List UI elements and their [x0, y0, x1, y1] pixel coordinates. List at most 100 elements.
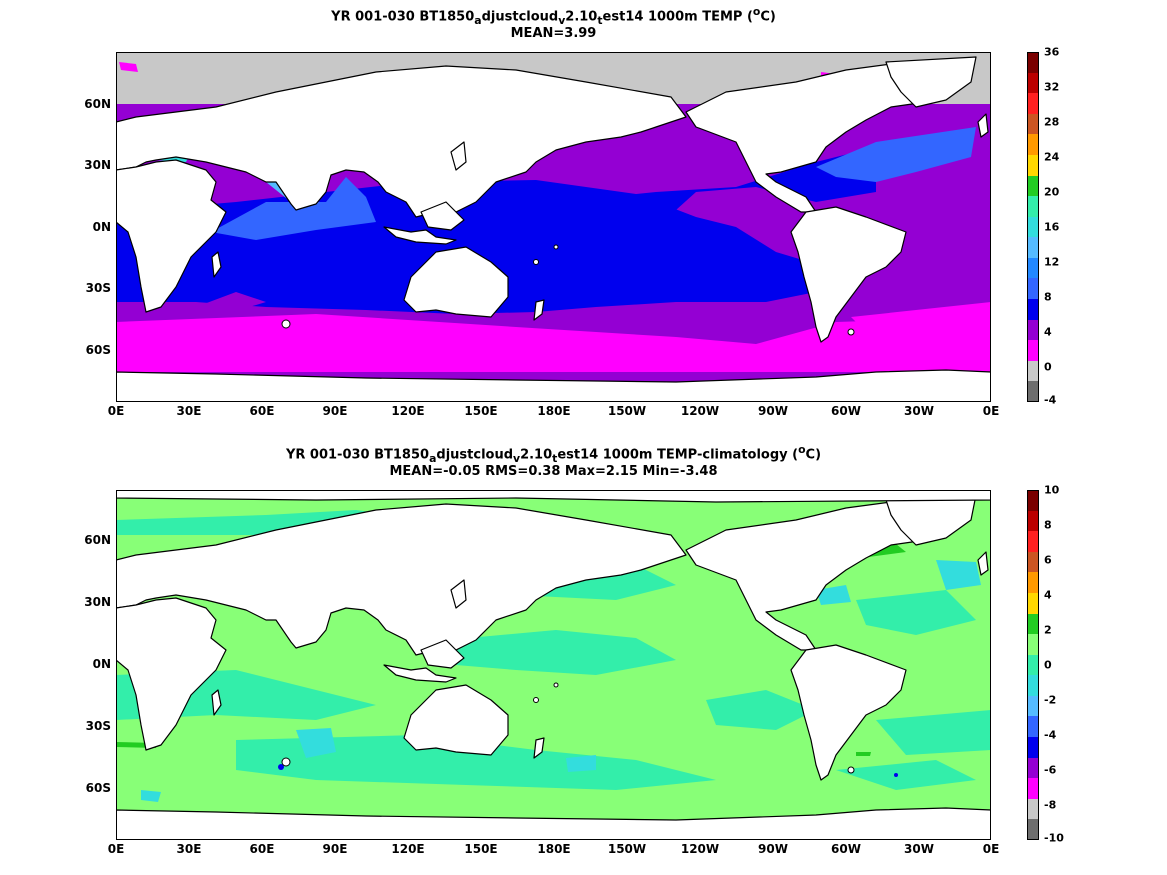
x-tick-label: 0E — [107, 842, 125, 856]
colorbar-tick-label: 0 — [1044, 658, 1052, 672]
colorbar-segment — [1027, 510, 1039, 532]
colorbar-segment — [1027, 757, 1039, 779]
colorbar-segment — [1027, 93, 1039, 115]
colorbar-segment — [1027, 360, 1039, 382]
map-frame — [116, 52, 991, 402]
colorbar-tick-label: -2 — [1044, 693, 1057, 707]
islands — [281, 682, 855, 774]
temperature-map-svg — [116, 52, 991, 402]
land-kerguelen — [281, 757, 291, 767]
land-greenland — [885, 56, 977, 108]
colorbar — [1027, 490, 1039, 841]
land-falklands — [847, 766, 855, 774]
colorbar-segment — [1027, 52, 1039, 74]
land-antarctica — [116, 369, 991, 402]
x-tick-label: 180E — [537, 842, 571, 856]
land-australia — [403, 246, 509, 318]
colorbar-segment — [1027, 381, 1039, 403]
map-subtitle: MEAN=3.99 — [510, 26, 597, 41]
x-tick-label: 90E — [322, 842, 348, 856]
x-tick-label: 120E — [391, 404, 425, 418]
colorbar-tick-label: 24 — [1044, 150, 1060, 164]
colorbar-tick-label: -4 — [1044, 728, 1057, 742]
x-tick-label: 120W — [680, 842, 720, 856]
colorbar-segment — [1027, 778, 1039, 800]
y-tick-label: 0N — [92, 657, 111, 671]
x-tick-label: 60W — [831, 842, 861, 856]
map-title: YR 001-030 BT1850adjustcloudv2.10test14 … — [285, 443, 822, 465]
colorbar-tick-label: 10 — [1044, 483, 1060, 497]
colorbar-segment — [1027, 490, 1039, 512]
colorbar-segment — [1027, 654, 1039, 676]
colorbar-segment — [1027, 175, 1039, 197]
temperature-map-panel: YR 001-030 BT1850adjustcloudv2.10test14 … — [0, 0, 1167, 437]
land-falklands — [847, 328, 855, 336]
anomaly-minus-6-4C — [278, 764, 898, 777]
x-tick-label: 90E — [322, 404, 348, 418]
land-antarctica — [116, 807, 991, 840]
y-tick-label: 60N — [84, 533, 111, 547]
x-tick-label: 30E — [176, 404, 202, 418]
colorbar-segment — [1027, 72, 1039, 94]
land-africa — [116, 597, 227, 751]
colorbar-tick-label: 6 — [1044, 553, 1052, 567]
x-tick-label: 90W — [758, 404, 788, 418]
colorbar-segment — [1027, 278, 1039, 300]
land-indonesia — [383, 226, 457, 245]
colorbar-segment — [1027, 695, 1039, 717]
y-tick-label: 60S — [85, 781, 111, 795]
x-tick-label: 0E — [107, 404, 125, 418]
colorbar-segment — [1027, 551, 1039, 573]
map-subtitle: MEAN=-0.05 RMS=0.38 Max=2.15 Min=-3.48 — [389, 464, 718, 479]
x-tick-label: 60E — [249, 842, 275, 856]
colorbar-tick-label: 0 — [1044, 360, 1052, 374]
colorbar-segment — [1027, 340, 1039, 362]
colorbar-segment — [1027, 716, 1039, 738]
colorbar-tick-label: 16 — [1044, 220, 1060, 234]
colorbar-segment — [1027, 531, 1039, 553]
colorbar-tick-label: 12 — [1044, 255, 1060, 269]
x-tick-label: 150E — [464, 404, 498, 418]
ocean-0-2C-south — [116, 314, 991, 372]
colorbar-segment — [1027, 216, 1039, 238]
land-madagascar — [211, 251, 222, 278]
x-tick-label: 30E — [176, 842, 202, 856]
temperature-anomaly-map — [116, 490, 991, 840]
colorbar-tick-label: 32 — [1044, 80, 1060, 94]
colorbar-segment — [1027, 299, 1039, 321]
land-masses — [116, 56, 991, 402]
x-tick-label: 120E — [391, 842, 425, 856]
land-masses — [116, 490, 991, 840]
x-tick-label: 0E — [982, 842, 1000, 856]
islands — [281, 244, 855, 336]
x-tick-label: 30W — [904, 404, 934, 418]
colorbar — [1027, 52, 1039, 403]
colorbar-segment — [1027, 819, 1039, 841]
anomaly-minus-2-1C — [141, 560, 981, 802]
x-tick-label: 150W — [607, 842, 647, 856]
ocean-0-2C-atlantic — [851, 302, 991, 342]
land-island — [533, 697, 539, 703]
x-tick-label: 180E — [537, 404, 571, 418]
colorbar-frame — [1027, 52, 1039, 402]
land-new-zealand — [533, 299, 545, 321]
ocean-arctic-patch — [119, 62, 138, 72]
land-south-america — [790, 644, 907, 781]
colorbar-tick-label: 4 — [1044, 325, 1052, 339]
colorbar-segment — [1027, 613, 1039, 635]
land-kerguelen — [281, 319, 291, 329]
colorbar-segment — [1027, 675, 1039, 697]
colorbar-tick-label: -4 — [1044, 393, 1057, 407]
x-tick-label: 60E — [249, 404, 275, 418]
colorbar-segment — [1027, 237, 1039, 259]
land-borneo — [420, 639, 465, 669]
colorbar-tick-label: 8 — [1044, 518, 1052, 532]
land-australia — [403, 684, 509, 756]
y-tick-label: 60N — [84, 97, 111, 111]
x-tick-label: 60W — [831, 404, 861, 418]
x-tick-label: 150W — [607, 404, 647, 418]
y-tick-label: 30N — [84, 595, 111, 609]
land-new-zealand — [533, 737, 545, 759]
temperature-map — [116, 52, 991, 402]
colorbar-segment — [1027, 113, 1039, 135]
